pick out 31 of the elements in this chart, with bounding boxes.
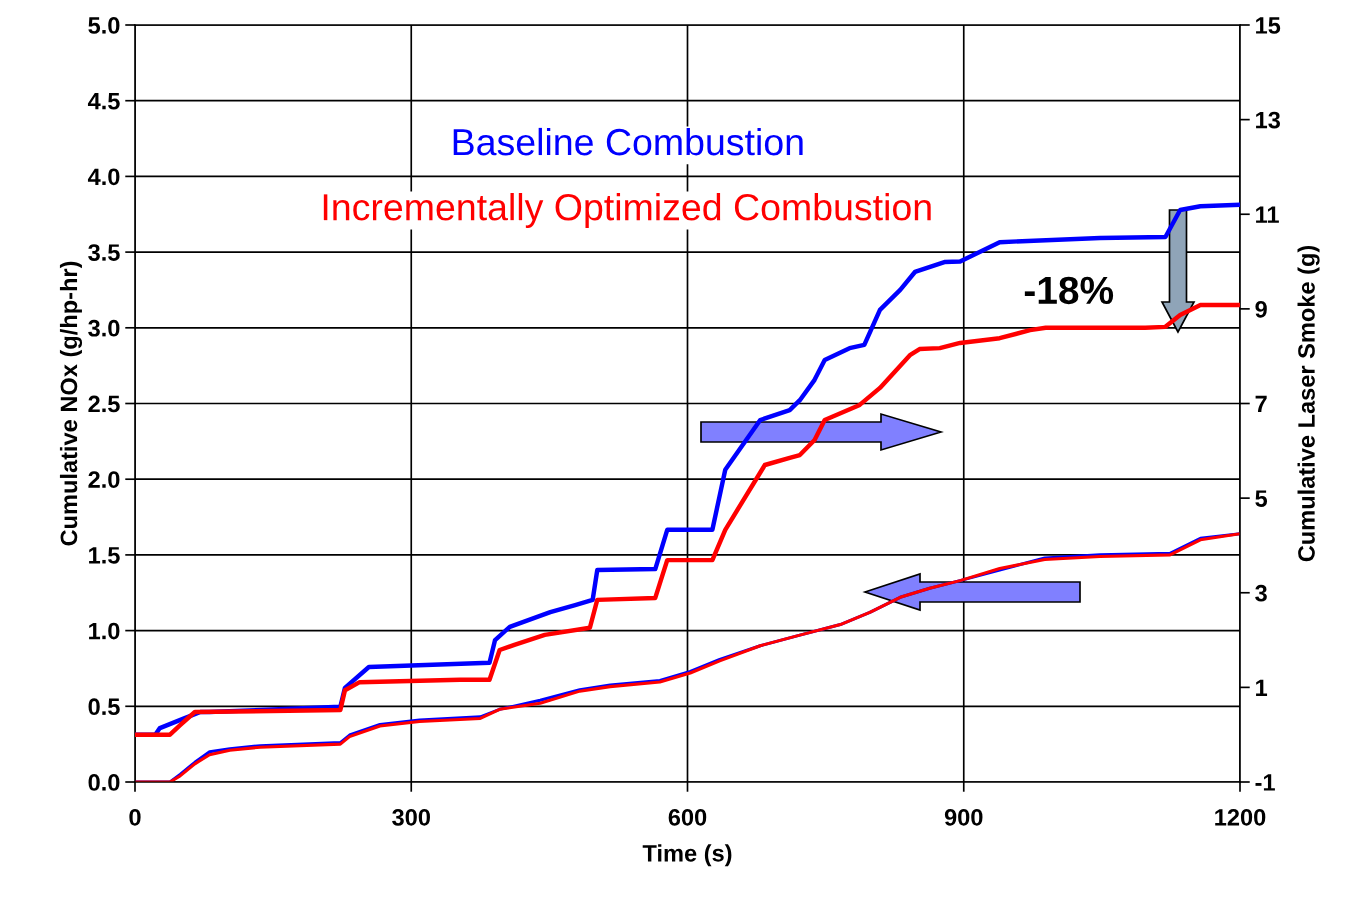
x-axis-title: Time (s) — [642, 844, 732, 867]
y2-tick-label: 7 — [1255, 395, 1267, 413]
y-tick-label: 3.5 — [88, 244, 120, 261]
text: Baseline Combustion — [453, 127, 803, 156]
y-tick-label: 1.0 — [89, 622, 120, 640]
y2-tick-label: 15 — [1256, 17, 1281, 34]
x-tick-label: 600 — [668, 809, 707, 826]
y-tick-label: 4.0 — [87, 168, 120, 186]
y-tick-label: 2.0 — [88, 471, 120, 488]
y-tick-label: 1.5 — [89, 547, 120, 564]
y-tick-label: 5.0 — [88, 17, 120, 34]
y-tick-label: 4.5 — [87, 93, 120, 110]
y2-tick-label: 13 — [1256, 111, 1280, 129]
y-axis-title: Cumulative NOx (g/hp-hr) — [59, 261, 83, 546]
y2-axis-title: Cumulative Laser Smoke (g) — [1297, 245, 1320, 562]
y2-tick-label: 5 — [1255, 490, 1268, 507]
y-tick-label: 2.5 — [88, 395, 120, 413]
y2-tick-label: -1 — [1255, 774, 1275, 791]
y2-tick-label: 9 — [1255, 300, 1267, 318]
x-tick-label: 900 — [944, 809, 983, 826]
x-tick-label: 1200 — [1215, 809, 1266, 826]
y2-tick-label: 11 — [1256, 206, 1279, 223]
text: Incrementally Optimized Combustion — [323, 192, 931, 228]
y-tick-label: 3.0 — [88, 319, 120, 337]
y2-tick-label: 3 — [1255, 584, 1267, 602]
y-tick-label: 0.0 — [88, 774, 120, 791]
y2-tick-label: 1 — [1256, 679, 1268, 696]
annotation: -18% — [1024, 276, 1114, 305]
y-tick-label: 0.5 — [88, 698, 120, 716]
x-tick-label: 300 — [392, 809, 430, 826]
x-tick-label: 0 — [129, 809, 141, 826]
